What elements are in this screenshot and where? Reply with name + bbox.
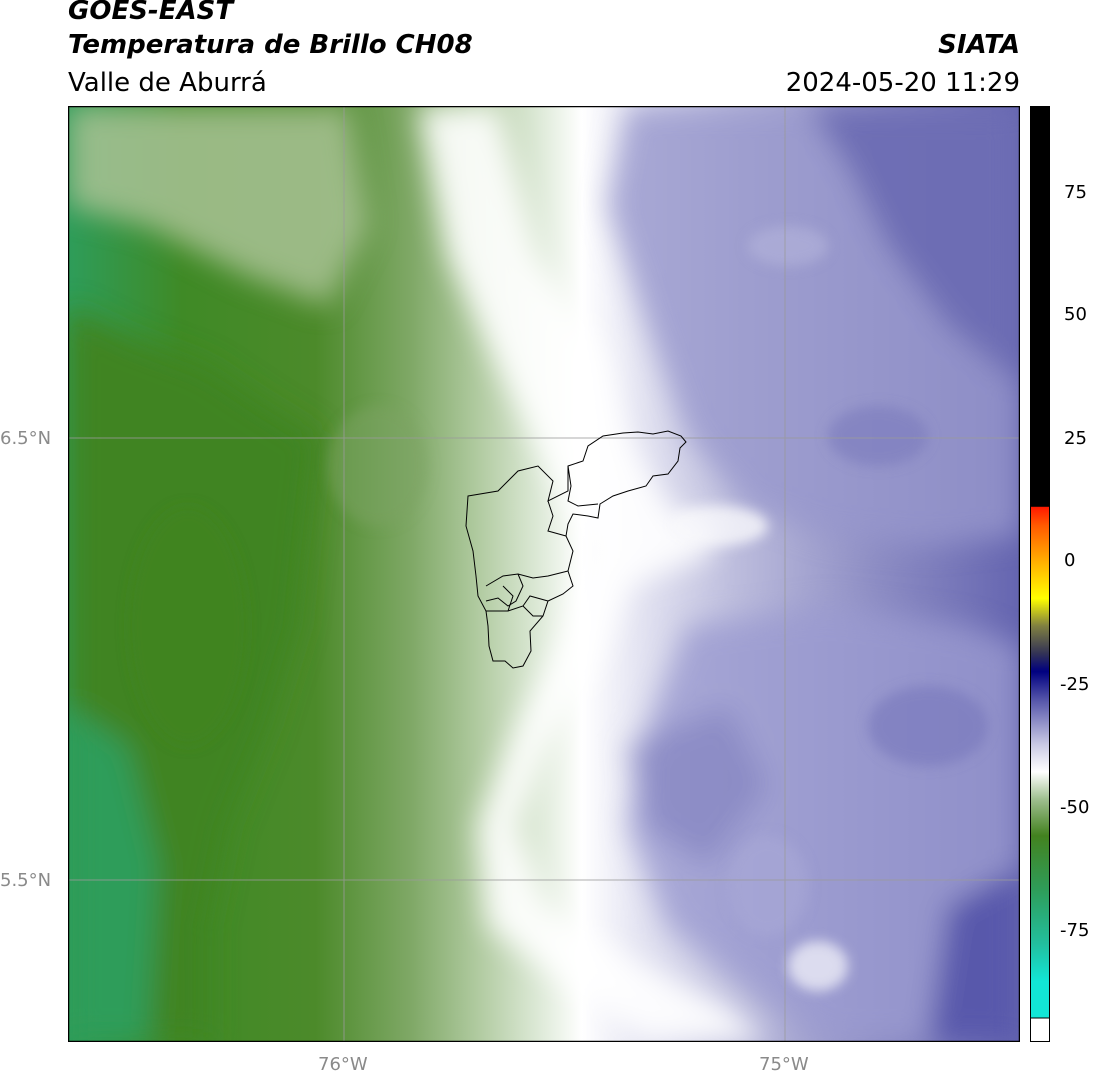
lat-label-6-5n: 6.5°N — [0, 428, 52, 449]
boundary-line-4 — [485, 573, 524, 607]
colorbar-tick-minus-75: -75 — [1060, 920, 1090, 941]
colorbar-tick-75: 75 — [1064, 182, 1087, 203]
lon-label-76w: 76°W — [318, 1054, 368, 1075]
municipality-boundaries — [465, 430, 687, 669]
colorbar-gradient — [1030, 106, 1050, 1018]
colorbar-tick-0: 0 — [1064, 550, 1076, 571]
agency-name: SIATA — [938, 30, 1020, 60]
aburra-outline — [465, 430, 687, 669]
lon-label-75w: 75°W — [759, 1054, 809, 1075]
colorbar-tick-25: 25 — [1064, 428, 1087, 449]
timestamp: 2024-05-20 11:29 — [785, 68, 1020, 98]
colorbar — [1030, 106, 1050, 1042]
map-border — [67, 105, 1021, 1043]
colorbar-tick-50: 50 — [1064, 304, 1087, 325]
colorbar-tick-minus-50: -50 — [1060, 797, 1090, 818]
product-subtitle: Temperatura de Brillo CH08 — [68, 30, 473, 60]
colorbar-tick-minus-25: -25 — [1060, 674, 1090, 695]
colorbar-scale — [1030, 106, 1050, 1042]
colorbar-under-box — [1030, 1017, 1050, 1042]
boundary-line-2 — [567, 465, 599, 507]
brightness-temperature-map — [67, 105, 1021, 1043]
cloud-texture — [128, 226, 988, 991]
boundary-line-3 — [485, 570, 569, 587]
colorbar-border — [1030, 106, 1050, 1042]
boundary-line-6 — [502, 585, 514, 612]
boundary-line-7 — [522, 605, 543, 617]
product-title: GOES-EAST — [68, 0, 234, 26]
lat-label-5-5n: 5.5°N — [0, 870, 52, 891]
region-name: Valle de Aburrá — [68, 68, 267, 98]
gridlines — [68, 106, 1020, 1042]
map-panel[interactable] — [67, 105, 1021, 1043]
boundary-line-1 — [547, 500, 567, 537]
